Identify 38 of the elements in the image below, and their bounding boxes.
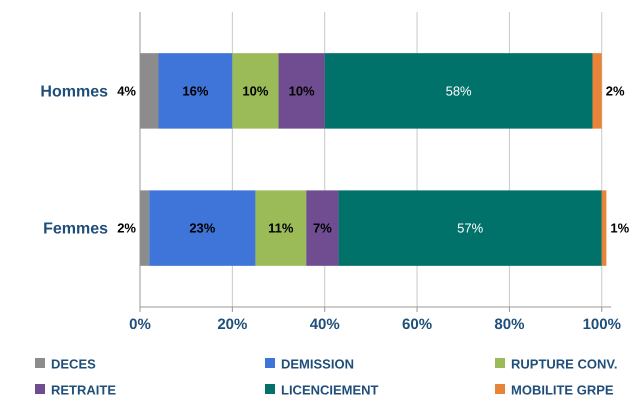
data-label: 2% <box>606 83 625 98</box>
x-tick-label: 20% <box>217 316 248 333</box>
data-label: 57% <box>457 220 484 236</box>
y-tick-label: Femmes <box>43 220 108 238</box>
x-tick-label: 0% <box>129 316 151 333</box>
bar <box>602 190 606 266</box>
x-tick-label: 60% <box>402 316 432 333</box>
data-label: 23% <box>189 220 216 236</box>
legend-label: RUPTURE CONV. <box>511 356 618 372</box>
bar <box>338 190 602 266</box>
data-label: 11% <box>268 220 294 236</box>
legend-label: LICENCIEMENT <box>281 382 379 398</box>
x-tick-label: 100% <box>582 316 621 333</box>
data-label: 7% <box>313 220 332 236</box>
bar <box>232 53 279 129</box>
data-label: 1% <box>610 220 630 236</box>
data-label: 58% <box>446 83 472 98</box>
legend-label: RETRAITE <box>51 382 116 398</box>
data-label: 4% <box>117 83 136 98</box>
bar <box>140 190 150 266</box>
bar <box>255 190 306 266</box>
bar <box>140 53 158 129</box>
data-label: 10% <box>288 83 316 98</box>
bar <box>149 190 256 266</box>
bar <box>278 53 325 129</box>
legend-label: DECES <box>51 356 96 372</box>
data-label: 16% <box>182 83 209 98</box>
y-tick-label: Hommes <box>40 83 108 100</box>
x-tick-label: 40% <box>310 316 340 333</box>
legend-label: DEMISSION <box>281 356 354 372</box>
bar <box>592 53 602 129</box>
bar <box>158 53 232 129</box>
legend-label: MOBILITE GRPE <box>511 382 614 398</box>
data-label: 2% <box>117 220 136 236</box>
bar <box>324 53 593 129</box>
data-label: 10% <box>242 83 269 98</box>
bar <box>306 190 339 266</box>
x-tick-label: 80% <box>494 316 524 333</box>
